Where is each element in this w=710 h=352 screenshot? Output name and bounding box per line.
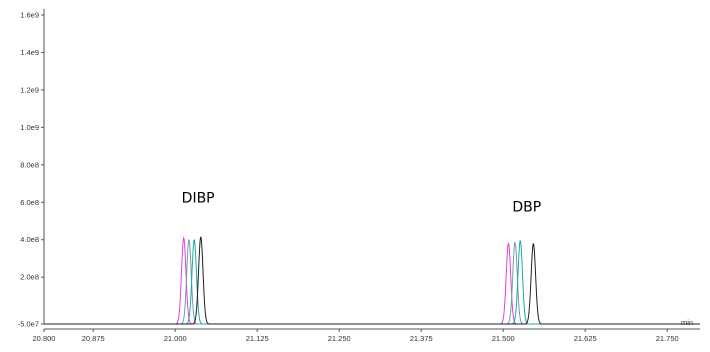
x-axis-unit-label: min bbox=[681, 318, 693, 327]
peak-label: DBP bbox=[512, 200, 541, 216]
series-group bbox=[44, 236, 700, 325]
x-tick-label: 21.000 bbox=[164, 334, 187, 343]
y-tick-label: 8.0e8 bbox=[20, 160, 39, 169]
x-axis: 20.800 20.875 21.000 21.125 21.250 21.375 21.5… bbox=[33, 328, 700, 343]
y-tick-label: -5.0e7 bbox=[18, 320, 39, 329]
y-tick-label: 6.0e8 bbox=[20, 198, 39, 207]
y-tick-label: 1.4e9 bbox=[20, 48, 39, 57]
peak-label: DIBP bbox=[182, 190, 215, 206]
x-tick-label: 21.625 bbox=[574, 334, 597, 343]
x-tick-label: 21.250 bbox=[328, 334, 351, 343]
x-tick-label: 21.500 bbox=[492, 334, 515, 343]
x-tick-label: 21.750 bbox=[656, 334, 679, 343]
series-line-1 bbox=[44, 236, 700, 325]
x-tick-label: 21.375 bbox=[410, 334, 433, 343]
x-tick-label: 21.125 bbox=[246, 334, 269, 343]
x-tick-label: 20.800 bbox=[33, 334, 56, 343]
y-tick-label: 1.2e9 bbox=[20, 85, 39, 94]
series-line-4 bbox=[44, 236, 700, 325]
y-tick-label: 4.0e8 bbox=[20, 235, 39, 244]
y-tick-label: 1.0e9 bbox=[20, 123, 39, 132]
series-line-2 bbox=[44, 239, 700, 325]
series-line-3 bbox=[44, 239, 700, 325]
y-tick-label: 1.6e9 bbox=[20, 11, 39, 20]
x-tick-label: 20.875 bbox=[82, 334, 105, 343]
annotations: DIBP DBP bbox=[182, 190, 542, 215]
y-tick-label: 2.0e8 bbox=[20, 273, 39, 282]
y-axis: -5.0e7 2.0e8 4.0e8 6.0e8 8.0e8 1.0e9 1.2e9 1.4e… bbox=[18, 9, 45, 329]
